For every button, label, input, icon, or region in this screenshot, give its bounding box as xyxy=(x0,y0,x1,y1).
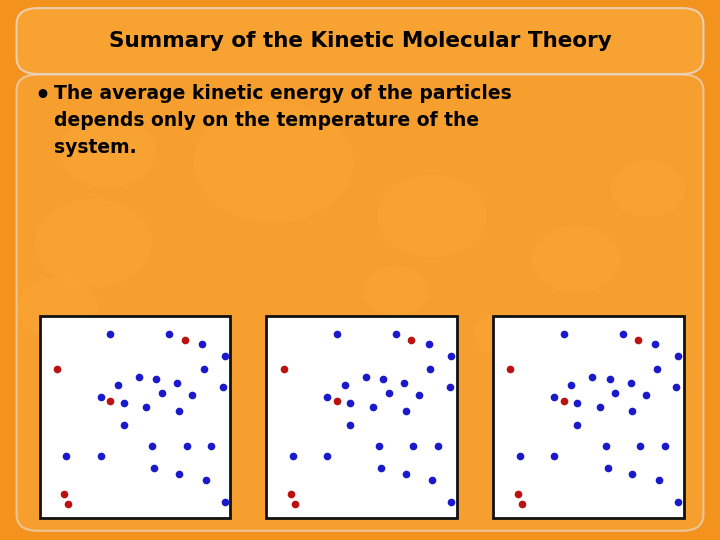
FancyBboxPatch shape xyxy=(17,8,703,74)
FancyBboxPatch shape xyxy=(493,316,684,518)
Circle shape xyxy=(148,327,212,375)
Circle shape xyxy=(475,313,533,356)
Circle shape xyxy=(18,278,97,338)
Text: system.: system. xyxy=(54,138,137,157)
FancyBboxPatch shape xyxy=(40,316,230,518)
Circle shape xyxy=(364,267,428,316)
Circle shape xyxy=(612,162,684,216)
Text: depends only on the temperature of the: depends only on the temperature of the xyxy=(54,111,479,130)
Text: •: • xyxy=(35,84,50,107)
FancyBboxPatch shape xyxy=(17,75,703,531)
Circle shape xyxy=(378,176,486,256)
Circle shape xyxy=(61,116,155,186)
Circle shape xyxy=(194,103,353,221)
FancyBboxPatch shape xyxy=(266,316,457,518)
Text: The average kinetic energy of the particles: The average kinetic energy of the partic… xyxy=(54,84,512,103)
Text: Summary of the Kinetic Molecular Theory: Summary of the Kinetic Molecular Theory xyxy=(109,31,611,51)
Circle shape xyxy=(533,227,619,292)
Circle shape xyxy=(36,200,151,286)
